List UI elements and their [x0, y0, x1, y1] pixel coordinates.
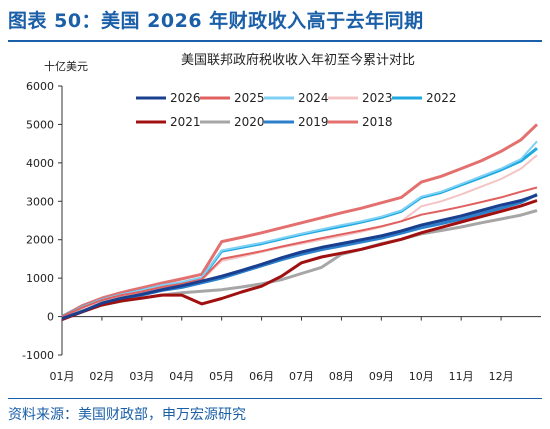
series-line-2026 [61, 193, 538, 320]
y-axis: -1000 0 1000 2000 3000 4000 5000 6000 [22, 80, 63, 362]
x-tick-label: 09月 [369, 370, 394, 383]
legend-label-2026: 2026 [170, 91, 201, 105]
x-tick-label: 01月 [50, 370, 75, 383]
legend-label-2020: 2020 [234, 115, 265, 129]
series-line-2021 [61, 199, 538, 322]
y-tick-label: 3000 [26, 195, 54, 208]
x-tick-label: 08月 [329, 370, 354, 383]
series-lines [61, 123, 539, 322]
x-tick-label: 05月 [209, 370, 234, 383]
y-tick-label: 5000 [26, 118, 54, 131]
legend-label-2019: 2019 [298, 115, 329, 129]
x-tick-label: 03月 [129, 370, 154, 383]
chart-title: 美国联邦政府税收收入年初至今累计对比 [181, 52, 415, 68]
legend-label-2025: 2025 [234, 91, 265, 105]
y-tick-label: 2000 [26, 234, 54, 247]
page-title: 图表 50：美国 2026 年财政收入高于去年同期 [8, 10, 424, 32]
x-axis: 01月 02月 03月 04月 05月 06月 07月 08月 09月 10月 11月 12月 [50, 316, 541, 383]
source-note: 资料来源：美国财政部，申万宏源研究 [8, 407, 246, 423]
x-tick-label: 06月 [249, 370, 274, 383]
legend-label-2022: 2022 [426, 91, 457, 105]
legend-label-2024: 2024 [298, 91, 329, 105]
x-tick-label: 12月 [489, 370, 514, 383]
y-tick-label: 1000 [26, 272, 54, 285]
source-divider [8, 398, 542, 399]
legend-label-2018: 2018 [362, 115, 393, 129]
x-tick-label: 10月 [409, 370, 434, 383]
x-tick-label: 11月 [449, 370, 474, 383]
title-divider [8, 40, 542, 42]
x-tick-label: 04月 [169, 370, 194, 383]
x-tick-label: 07月 [289, 370, 314, 383]
y-tick-label: -1000 [22, 349, 54, 362]
x-tick-label: 02月 [89, 370, 114, 383]
legend: 2026 2025 2024 2023 2022 2021 2020 2019 2018 [136, 91, 457, 129]
y-axis-unit-label: 十亿美元 [44, 59, 88, 73]
legend-label-2023: 2023 [362, 91, 393, 105]
series-line-2018 [61, 123, 539, 318]
y-tick-label: 6000 [26, 80, 54, 93]
series-line-2024 [61, 140, 538, 318]
y-tick-label: 4000 [26, 157, 54, 170]
series-line-2025 [61, 186, 538, 318]
legend-label-2021: 2021 [170, 115, 201, 129]
y-tick-label: 0 [47, 311, 54, 324]
